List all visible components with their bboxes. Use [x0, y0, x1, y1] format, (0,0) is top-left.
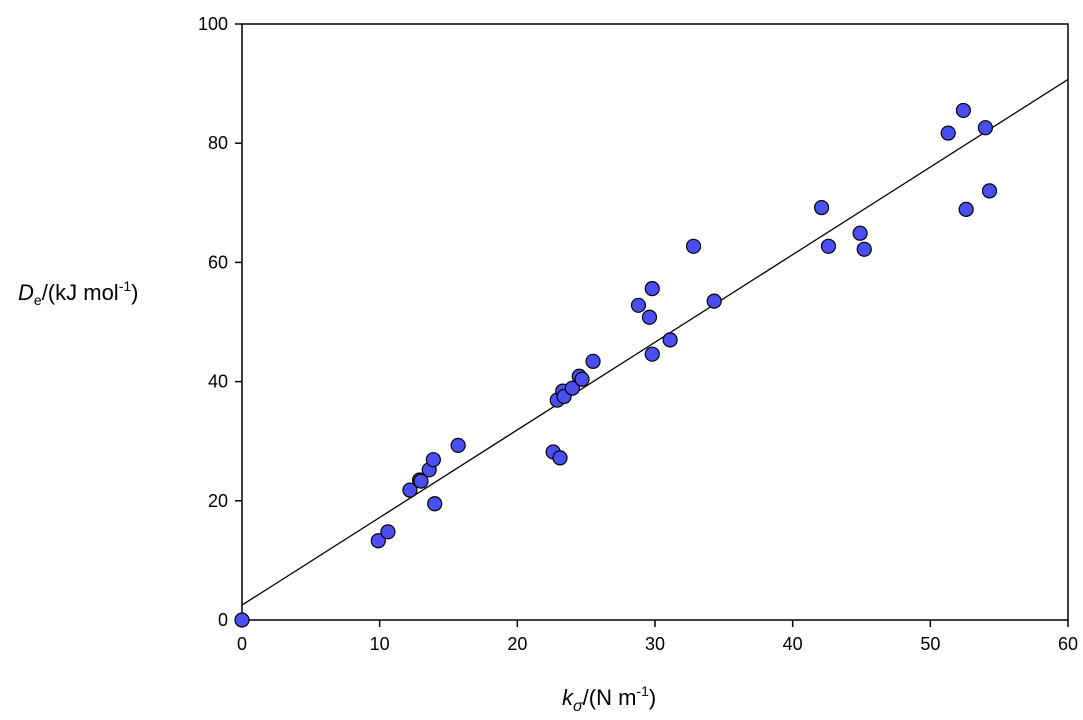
data-point [644, 346, 660, 362]
data-point [813, 199, 830, 216]
data-point [413, 473, 429, 489]
y-axis-symbol: D [18, 280, 34, 305]
data-point [630, 297, 647, 313]
y-tick-label: 0 [218, 610, 228, 630]
y-axis-subscript: e [34, 292, 42, 308]
data-point [940, 125, 956, 141]
data-point [852, 225, 868, 241]
x-axis-superscript: -1 [636, 683, 649, 699]
data-point [380, 524, 396, 540]
data-point [644, 281, 660, 297]
data-point [425, 452, 441, 468]
data-point [450, 437, 466, 453]
data-point [977, 120, 994, 136]
data-point [585, 353, 601, 369]
x-axis-unit: /(N m [583, 685, 637, 710]
y-axis-superscript: -1 [119, 278, 132, 294]
data-point [402, 482, 418, 498]
x-tick-label: 50 [920, 634, 940, 654]
x-tick-label: 0 [237, 634, 247, 654]
data-point [662, 332, 678, 348]
data-point [564, 380, 581, 396]
x-tick-label: 60 [1058, 634, 1078, 654]
data-point [552, 450, 568, 466]
x-tick-label: 20 [507, 634, 527, 654]
data-point [574, 371, 590, 387]
x-tick-label: 30 [645, 634, 665, 654]
x-tick-label: 10 [370, 634, 390, 654]
data-point [820, 238, 837, 254]
x-axis-symbol: k [562, 685, 574, 710]
data-point [981, 183, 998, 199]
data-point [641, 309, 658, 325]
data-point [370, 533, 386, 549]
regression-line-group [241, 78, 1069, 606]
x-axis-close: ) [649, 685, 656, 710]
y-axis-close: ) [131, 280, 138, 305]
y-tick-label: 40 [208, 372, 228, 392]
y-tick-label: 80 [208, 133, 228, 153]
x-tick-label: 40 [783, 634, 803, 654]
x-axis-subscript: σ [573, 698, 584, 715]
data-point [234, 612, 250, 628]
y-tick-label: 100 [198, 14, 228, 34]
axis-ticks: 0 10 20 30 40 50 60 0 20 40 60 80 100 [198, 14, 1078, 654]
y-tick-label: 20 [208, 491, 228, 511]
data-point [856, 241, 872, 257]
data-point [706, 293, 722, 309]
data-points [234, 102, 998, 628]
y-axis-title: De/(kJ mol-1) [18, 278, 138, 308]
x-axis-title: kσ/(N m-1) [562, 683, 656, 715]
data-point [955, 102, 971, 119]
data-point [685, 238, 702, 254]
y-axis-unit: /(kJ mol [42, 280, 119, 305]
y-tick-label: 60 [208, 252, 228, 272]
regression-line [241, 78, 1069, 606]
data-point [958, 201, 974, 217]
data-point [427, 496, 443, 512]
